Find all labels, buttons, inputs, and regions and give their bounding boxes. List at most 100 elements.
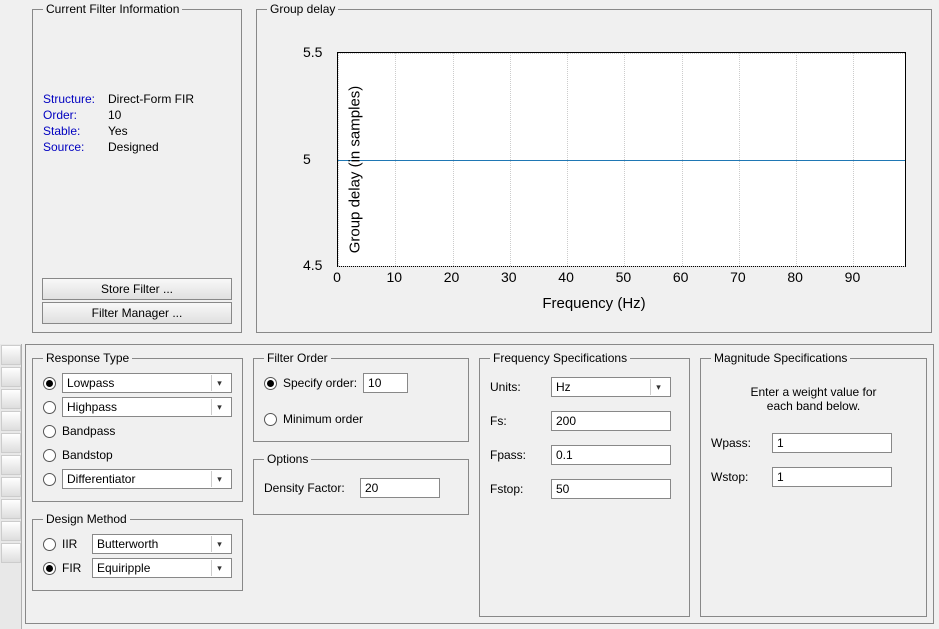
units-label: Units:	[490, 380, 545, 394]
xtick-label: 50	[616, 269, 632, 285]
store-filter-button[interactable]: Store Filter ...	[42, 278, 232, 300]
fstop-label: Fstop:	[490, 482, 545, 496]
response-type-radio[interactable]	[43, 401, 56, 414]
response-type-row: Lowpass▾	[43, 371, 232, 395]
response-type-label: Bandpass	[62, 424, 115, 438]
wstop-input[interactable]	[772, 467, 892, 487]
freq-spec-legend: Frequency Specifications	[490, 351, 630, 365]
filter-info-legend: Current Filter Information	[43, 2, 182, 16]
xtick-label: 40	[558, 269, 574, 285]
toolbar-icon[interactable]	[1, 345, 21, 365]
specify-order-input[interactable]	[363, 373, 408, 393]
magnitude-spec-panel: Magnitude Specifications Enter a weight …	[700, 351, 927, 617]
response-type-radio[interactable]	[43, 377, 56, 390]
design-method-prefix: FIR	[62, 561, 86, 575]
xtick-label: 20	[444, 269, 460, 285]
design-method-radio[interactable]	[43, 538, 56, 551]
response-type-panel: Response Type Lowpass▾ Highpass▾ Bandpass B…	[32, 351, 243, 502]
fs-input[interactable]	[551, 411, 671, 431]
filter-info-key: Order:	[43, 108, 108, 122]
chart-xlabel: Frequency (Hz)	[267, 295, 921, 312]
toolbar-icon[interactable]	[1, 499, 21, 519]
design-method-row: IIR Butterworth▾	[43, 532, 232, 556]
filter-info-value: Direct-Form FIR	[108, 92, 194, 106]
toolbar-icon[interactable]	[1, 521, 21, 541]
fpass-input[interactable]	[551, 445, 671, 465]
response-type-row: Bandstop	[43, 443, 232, 467]
design-method-radio[interactable]	[43, 562, 56, 575]
filter-info-value: Designed	[108, 140, 159, 154]
toolbar-icon[interactable]	[1, 367, 21, 387]
design-method-row: FIR Equiripple▾	[43, 556, 232, 580]
toolbar-icon[interactable]	[1, 433, 21, 453]
design-method-combo[interactable]: Equiripple▾	[92, 558, 232, 578]
filter-info-key: Structure:	[43, 92, 108, 106]
wstop-label: Wstop:	[711, 470, 766, 484]
xtick-label: 30	[501, 269, 517, 285]
current-filter-info-panel: Current Filter Information Structure:Dir…	[32, 2, 242, 333]
chart-ylabel: Group delay (in samples)	[271, 22, 439, 317]
filter-info-key: Source:	[43, 140, 108, 154]
chevron-down-icon: ▾	[211, 536, 227, 552]
filter-order-legend: Filter Order	[264, 351, 331, 365]
options-panel: Options Density Factor:	[253, 452, 469, 515]
chevron-down-icon: ▾	[211, 375, 227, 391]
chart-legend: Group delay	[267, 2, 338, 16]
design-method-legend: Design Method	[43, 512, 130, 526]
ytick-label: 5	[303, 151, 311, 167]
specify-order-radio[interactable]	[264, 377, 277, 390]
density-factor-input[interactable]	[360, 478, 440, 498]
response-type-radio[interactable]	[43, 449, 56, 462]
minimum-order-radio[interactable]	[264, 413, 277, 426]
response-type-row: Highpass▾	[43, 395, 232, 419]
design-method-combo[interactable]: Butterworth▾	[92, 534, 232, 554]
ytick-label: 4.5	[303, 257, 322, 273]
design-method-prefix: IIR	[62, 537, 86, 551]
toolbar-icon[interactable]	[1, 455, 21, 475]
filter-info-row: Order:10	[43, 108, 231, 122]
units-combo[interactable]: Hz▾	[551, 377, 671, 397]
fstop-input[interactable]	[551, 479, 671, 499]
chevron-down-icon: ▾	[211, 399, 227, 415]
wpass-input[interactable]	[772, 433, 892, 453]
response-type-combo[interactable]: Differentiator▾	[62, 469, 232, 489]
density-factor-label: Density Factor:	[264, 481, 354, 495]
mag-hint-2: each band below.	[721, 399, 906, 413]
xtick-label: 10	[386, 269, 402, 285]
side-toolbar	[0, 344, 22, 629]
minimum-order-label: Minimum order	[283, 412, 363, 426]
toolbar-icon[interactable]	[1, 389, 21, 409]
specify-order-label: Specify order:	[283, 376, 357, 390]
response-type-combo[interactable]: Highpass▾	[62, 397, 232, 417]
filter-info-value: 10	[108, 108, 121, 122]
filter-info-row: Source:Designed	[43, 140, 231, 154]
xtick-label: 60	[673, 269, 689, 285]
mag-spec-legend: Magnitude Specifications	[711, 351, 850, 365]
toolbar-icon[interactable]	[1, 543, 21, 563]
chevron-down-icon: ▾	[211, 471, 227, 487]
response-type-radio[interactable]	[43, 473, 56, 486]
xtick-label: 0	[333, 269, 341, 285]
filter-info-row: Stable:Yes	[43, 124, 231, 138]
response-type-label: Bandstop	[62, 448, 113, 462]
toolbar-icon[interactable]	[1, 477, 21, 497]
filter-info-row: Structure:Direct-Form FIR	[43, 92, 231, 106]
group-delay-panel: Group delay Group delay (in samples) Fre…	[256, 2, 932, 333]
filter-info-value: Yes	[108, 124, 128, 138]
response-type-legend: Response Type	[43, 351, 132, 365]
options-legend: Options	[264, 452, 311, 466]
chart-area: Group delay (in samples) Frequency (Hz) …	[267, 22, 921, 317]
mag-hint-1: Enter a weight value for	[721, 385, 906, 399]
xtick-label: 90	[845, 269, 861, 285]
ytick-label: 5.5	[303, 44, 322, 60]
design-parameters-panel: Response Type Lowpass▾ Highpass▾ Bandpass B…	[25, 344, 934, 624]
xtick-label: 70	[730, 269, 746, 285]
response-type-row: Differentiator▾	[43, 467, 232, 491]
fpass-label: Fpass:	[490, 448, 545, 462]
filter-manager-button[interactable]: Filter Manager ...	[42, 302, 232, 324]
response-type-combo[interactable]: Lowpass▾	[62, 373, 232, 393]
frequency-spec-panel: Frequency Specifications Units: Hz▾ Fs: …	[479, 351, 690, 617]
toolbar-icon[interactable]	[1, 411, 21, 431]
fs-label: Fs:	[490, 414, 545, 428]
response-type-radio[interactable]	[43, 425, 56, 438]
